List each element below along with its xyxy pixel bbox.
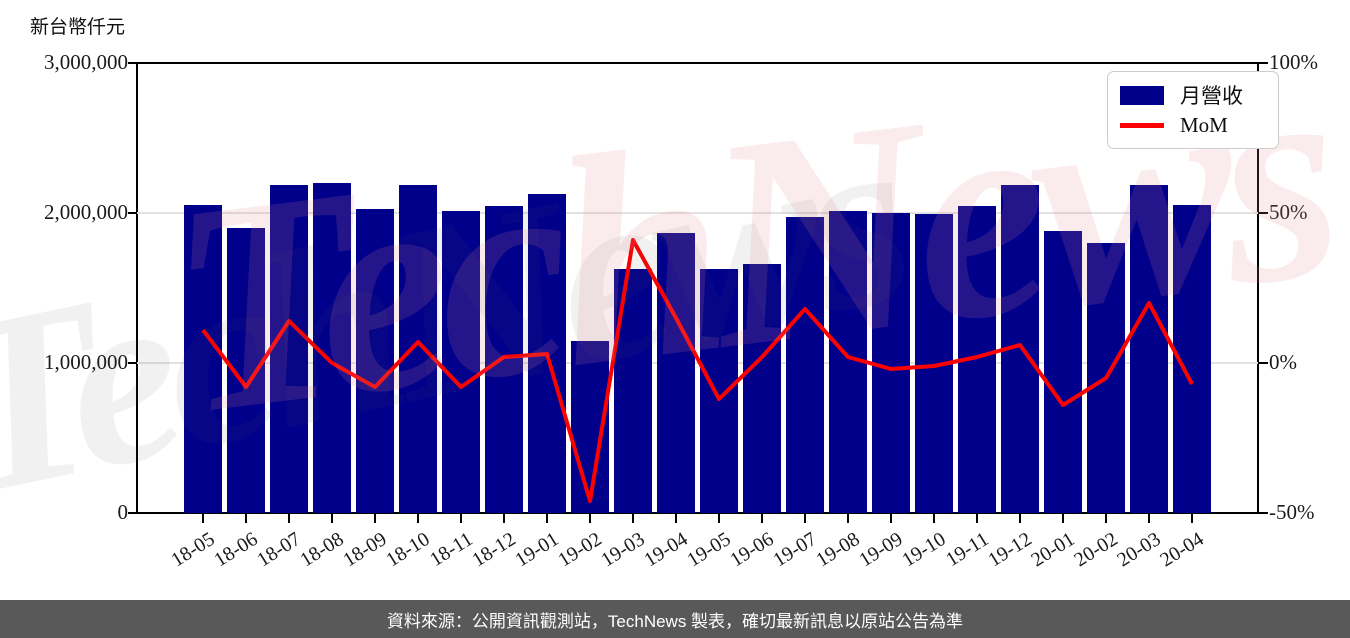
mom-line-swatch-icon bbox=[1120, 122, 1164, 128]
x-axis-tick bbox=[1191, 514, 1193, 523]
revenue-bar-19-09 bbox=[872, 213, 910, 513]
x-axis-tick bbox=[503, 514, 505, 523]
revenue-bar-20-01 bbox=[1044, 231, 1082, 513]
right-axis-tick bbox=[1259, 62, 1268, 64]
x-axis-tick bbox=[589, 514, 591, 523]
x-axis-tick bbox=[288, 514, 290, 523]
mom-line bbox=[201, 238, 1194, 503]
x-axis-tick bbox=[632, 514, 634, 523]
revenue-bar-18-09 bbox=[356, 209, 394, 513]
x-axis-tick bbox=[417, 514, 419, 523]
legend-label-revenue: 月營收 bbox=[1180, 84, 1243, 108]
footer-bar: 資料來源：公開資訊觀測站，TechNews 製表，確切最新訊息以原站公告為準 bbox=[0, 600, 1350, 638]
right-axis-tick bbox=[1259, 362, 1268, 364]
mom-line-chart bbox=[201, 238, 1194, 503]
right-axis-label: 0% bbox=[1269, 350, 1297, 374]
x-axis-tick bbox=[374, 514, 376, 523]
legend: 月營收 MoM bbox=[1107, 71, 1279, 149]
plot-spine-right bbox=[1257, 62, 1259, 514]
x-axis-tick bbox=[1148, 514, 1150, 523]
x-axis-tick bbox=[761, 514, 763, 523]
revenue-swatch-icon bbox=[1120, 85, 1164, 105]
legend-row-revenue: 月營收 bbox=[1120, 80, 1266, 110]
right-axis-label: -50% bbox=[1269, 500, 1315, 524]
x-axis-tick bbox=[675, 514, 677, 523]
revenue-bar-18-05 bbox=[184, 204, 222, 513]
revenue-bar-18-12 bbox=[485, 206, 523, 513]
plot-spine-top bbox=[136, 62, 1259, 64]
left-axis-label: 3,000,000 bbox=[44, 50, 128, 74]
x-axis-tick bbox=[245, 514, 247, 523]
x-axis-tick bbox=[933, 514, 935, 523]
legend-row-mom: MoM bbox=[1120, 110, 1266, 140]
revenue-bar-19-04 bbox=[657, 233, 695, 513]
left-axis-label: 1,000,000 bbox=[44, 350, 128, 374]
gridline bbox=[137, 212, 1258, 214]
x-axis-tick bbox=[847, 514, 849, 523]
plot-area bbox=[137, 63, 1258, 513]
left-axis-tick bbox=[128, 212, 137, 214]
left-axis-tick bbox=[128, 362, 137, 364]
gridline bbox=[137, 362, 1258, 364]
x-axis-tick bbox=[718, 514, 720, 523]
left-axis-tick bbox=[128, 512, 137, 514]
revenue-bar-19-07 bbox=[786, 216, 824, 513]
x-axis-tick bbox=[1062, 514, 1064, 523]
y-axis-unit-label: 新台幣仟元 bbox=[30, 17, 126, 38]
revenue-bar-18-07 bbox=[270, 185, 308, 513]
right-axis-label: 50% bbox=[1269, 200, 1308, 224]
x-axis-tick bbox=[202, 514, 204, 523]
left-axis-label: 0 bbox=[117, 500, 129, 524]
x-axis-tick bbox=[804, 514, 806, 523]
x-axis-tick bbox=[331, 514, 333, 523]
x-axis-tick bbox=[890, 514, 892, 523]
revenue-bar-18-10 bbox=[399, 184, 437, 513]
plot-spine-bottom bbox=[136, 512, 1259, 514]
x-axis-tick bbox=[1019, 514, 1021, 523]
footer-source-text: 資料來源：公開資訊觀測站，TechNews 製表，確切最新訊息以原站公告為準 bbox=[386, 611, 964, 631]
plot-spine-left bbox=[136, 62, 138, 514]
legend-label-mom: MoM bbox=[1180, 112, 1228, 137]
revenue-bar-18-11 bbox=[442, 210, 480, 513]
right-axis-tick bbox=[1259, 512, 1268, 514]
left-axis-label: 2,000,000 bbox=[44, 200, 128, 224]
revenue-bar-20-03 bbox=[1130, 184, 1168, 513]
x-axis-tick bbox=[546, 514, 548, 523]
x-axis-tick bbox=[460, 514, 462, 523]
right-axis-tick bbox=[1259, 212, 1268, 214]
x-axis-tick bbox=[1105, 514, 1107, 523]
revenue-bar-19-06 bbox=[743, 264, 781, 513]
right-axis-label: 100% bbox=[1269, 50, 1318, 74]
left-axis-tick bbox=[128, 62, 137, 64]
revenue-bar-19-05 bbox=[700, 268, 738, 513]
x-axis-tick bbox=[976, 514, 978, 523]
